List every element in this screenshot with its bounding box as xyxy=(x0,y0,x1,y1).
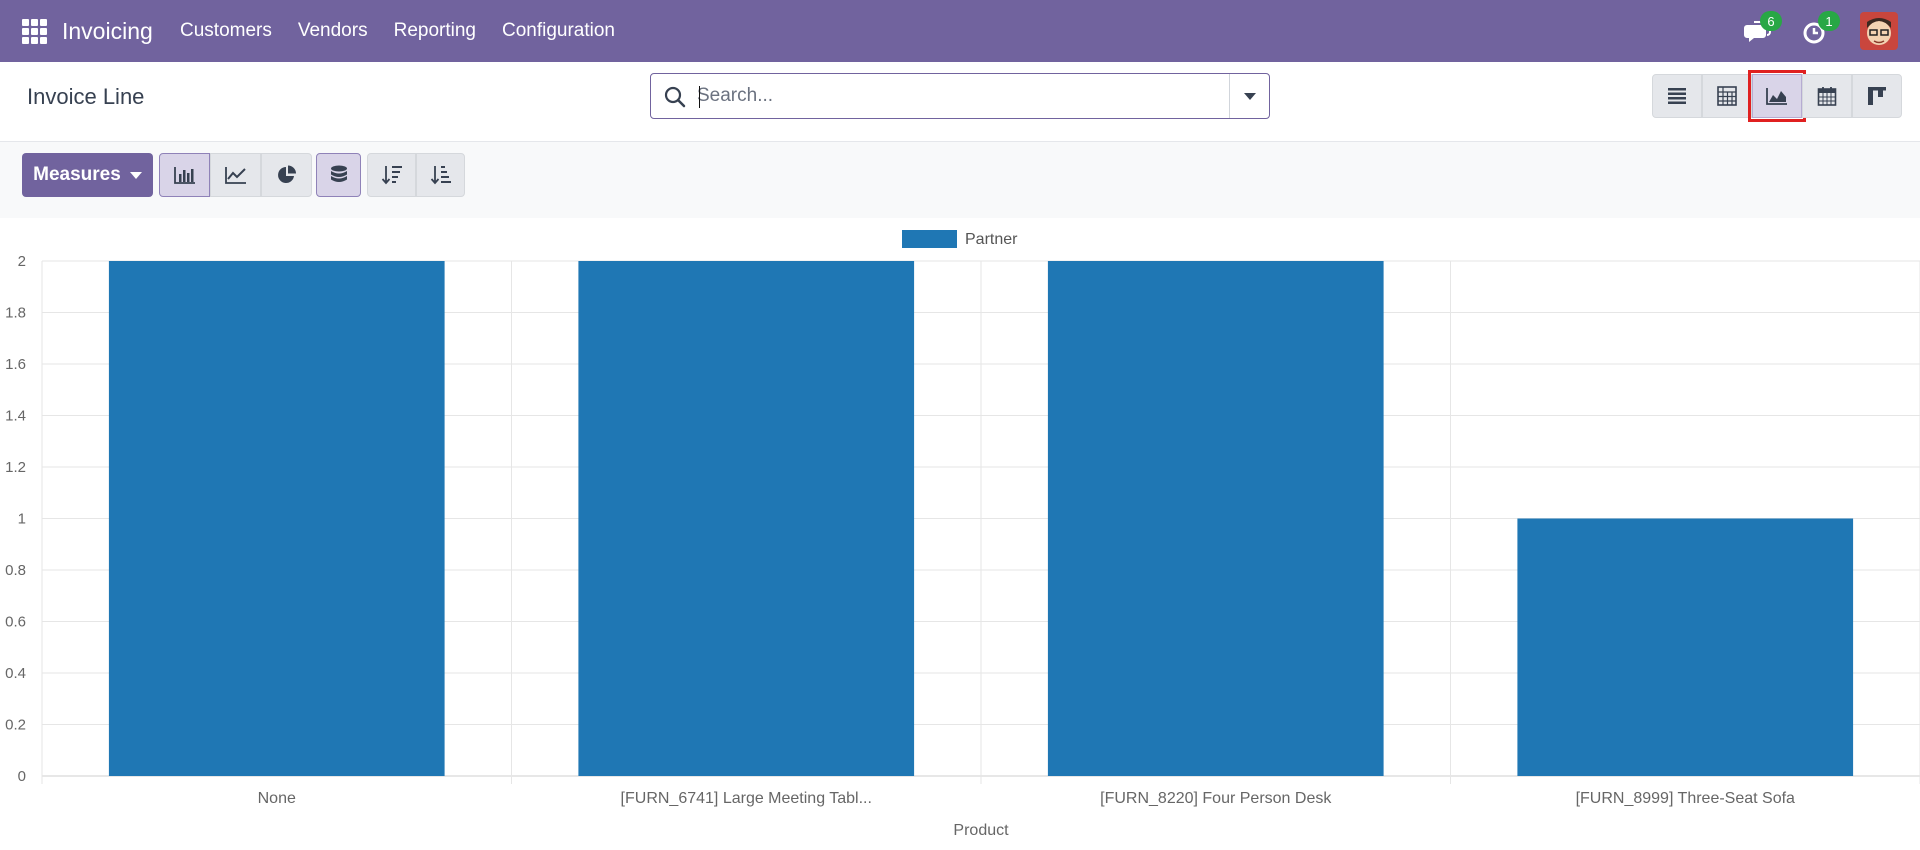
control-panel: Invoice Line xyxy=(0,62,1920,142)
clock-icon xyxy=(1803,22,1825,44)
y-axis-ticks: 0 0.2 0.4 0.6 0.8 1 1.2 1.4 1.6 1.8 2 xyxy=(5,253,26,785)
user-avatar[interactable] xyxy=(1860,12,1898,50)
kanban-view-button[interactable] xyxy=(1852,74,1902,118)
database-stack-icon xyxy=(330,165,347,182)
sort-ascending-icon xyxy=(430,166,451,185)
x-tick-label: [FURN_6741] Large Meeting Tabl... xyxy=(621,790,872,807)
caret-down-icon xyxy=(129,171,142,179)
calendar-view-icon xyxy=(1817,87,1837,106)
bar[interactable] xyxy=(1517,518,1854,777)
menu-reporting[interactable]: Reporting xyxy=(393,20,476,41)
list-view-button[interactable] xyxy=(1652,74,1702,118)
menu-vendors[interactable]: Vendors xyxy=(297,20,368,41)
sort-ascending-button[interactable] xyxy=(416,153,465,197)
graph-view-icon xyxy=(1766,88,1787,105)
bar[interactable] xyxy=(578,261,915,776)
line-chart-icon xyxy=(224,167,246,184)
stacked-toggle-button[interactable] xyxy=(316,153,361,197)
sort-descending-icon xyxy=(381,166,402,185)
y-tick-label: 0 xyxy=(18,768,26,785)
search-input[interactable] xyxy=(697,80,1197,112)
breadcrumb: Invoice Line xyxy=(27,84,145,109)
y-tick-label: 1.8 xyxy=(5,305,26,322)
sort-group xyxy=(367,153,465,197)
search-box xyxy=(650,73,1270,119)
search-icon xyxy=(664,86,686,108)
y-tick-label: 0.8 xyxy=(5,562,26,579)
x-tick-label: [FURN_8999] Three-Seat Sofa xyxy=(1576,790,1795,807)
list-view-icon xyxy=(1668,88,1686,104)
y-tick-label: 0.4 xyxy=(5,665,26,682)
pie-chart-button[interactable] xyxy=(261,153,312,197)
search-options-toggle[interactable] xyxy=(1229,74,1269,118)
pie-chart-icon xyxy=(277,165,296,183)
bar[interactable] xyxy=(1047,261,1384,776)
measures-dropdown-button[interactable]: Measures xyxy=(22,153,153,197)
chart-area: 0 0.2 0.4 0.6 0.8 1 1.2 1.4 1.6 1.8 2 None [FURN_67… xyxy=(0,218,1920,845)
activities-button[interactable]: 1 xyxy=(1802,11,1840,47)
apps-grid-icon[interactable] xyxy=(22,19,47,44)
x-axis-title: Product xyxy=(953,822,1009,839)
sort-descending-button[interactable] xyxy=(367,153,416,197)
y-tick-label: 1 xyxy=(18,511,26,528)
chart-bars xyxy=(108,261,1854,777)
y-tick-label: 1.2 xyxy=(5,459,26,476)
y-tick-label: 0.6 xyxy=(5,614,26,631)
systray: 6 1 xyxy=(1718,0,1898,62)
chart-legend[interactable]: Partner xyxy=(902,230,1018,248)
x-tick-label: [FURN_8220] Four Person Desk xyxy=(1100,790,1332,807)
y-tick-label: 2 xyxy=(18,253,26,270)
text-cursor xyxy=(699,86,700,108)
graph-view-button[interactable] xyxy=(1748,70,1806,122)
stack-group xyxy=(316,153,361,197)
menu-configuration[interactable]: Configuration xyxy=(501,20,616,41)
activities-badge: 1 xyxy=(1818,11,1840,31)
bar-chart-icon xyxy=(173,167,195,184)
menu-customers[interactable]: Customers xyxy=(180,20,272,41)
y-tick-label: 0.2 xyxy=(5,717,26,734)
legend-swatch xyxy=(902,230,957,248)
chart-mode-group xyxy=(159,153,312,197)
bar-chart: 0 0.2 0.4 0.6 0.8 1 1.2 1.4 1.6 1.8 2 None [FURN_67… xyxy=(5,230,1920,839)
app-title[interactable]: Invoicing xyxy=(62,18,153,44)
bar-chart-button[interactable] xyxy=(159,153,210,197)
pivot-view-button[interactable] xyxy=(1702,74,1752,118)
measures-label: Measures xyxy=(33,164,121,185)
graph-toolbar: Measures xyxy=(0,142,1920,218)
x-tick-label: None xyxy=(258,790,296,807)
line-chart-button[interactable] xyxy=(210,153,261,197)
view-switcher xyxy=(1652,70,1902,122)
calendar-view-button[interactable] xyxy=(1802,74,1852,118)
main-menu: Customers Vendors Reporting Configuratio… xyxy=(180,0,641,62)
x-axis-ticks: None [FURN_6741] Large Meeting Tabl... [FU… xyxy=(258,790,1795,807)
kanban-view-icon xyxy=(1868,87,1886,105)
y-tick-label: 1.4 xyxy=(5,408,26,425)
y-tick-label: 1.6 xyxy=(5,356,26,373)
messages-button[interactable]: 6 xyxy=(1744,11,1782,47)
top-navbar: Invoicing Customers Vendors Reporting Co… xyxy=(0,0,1920,62)
messages-badge: 6 xyxy=(1760,11,1782,31)
bar[interactable] xyxy=(108,261,445,776)
pivot-view-icon xyxy=(1717,86,1737,106)
legend-label: Partner xyxy=(965,231,1018,248)
avatar-icon xyxy=(1860,12,1898,50)
